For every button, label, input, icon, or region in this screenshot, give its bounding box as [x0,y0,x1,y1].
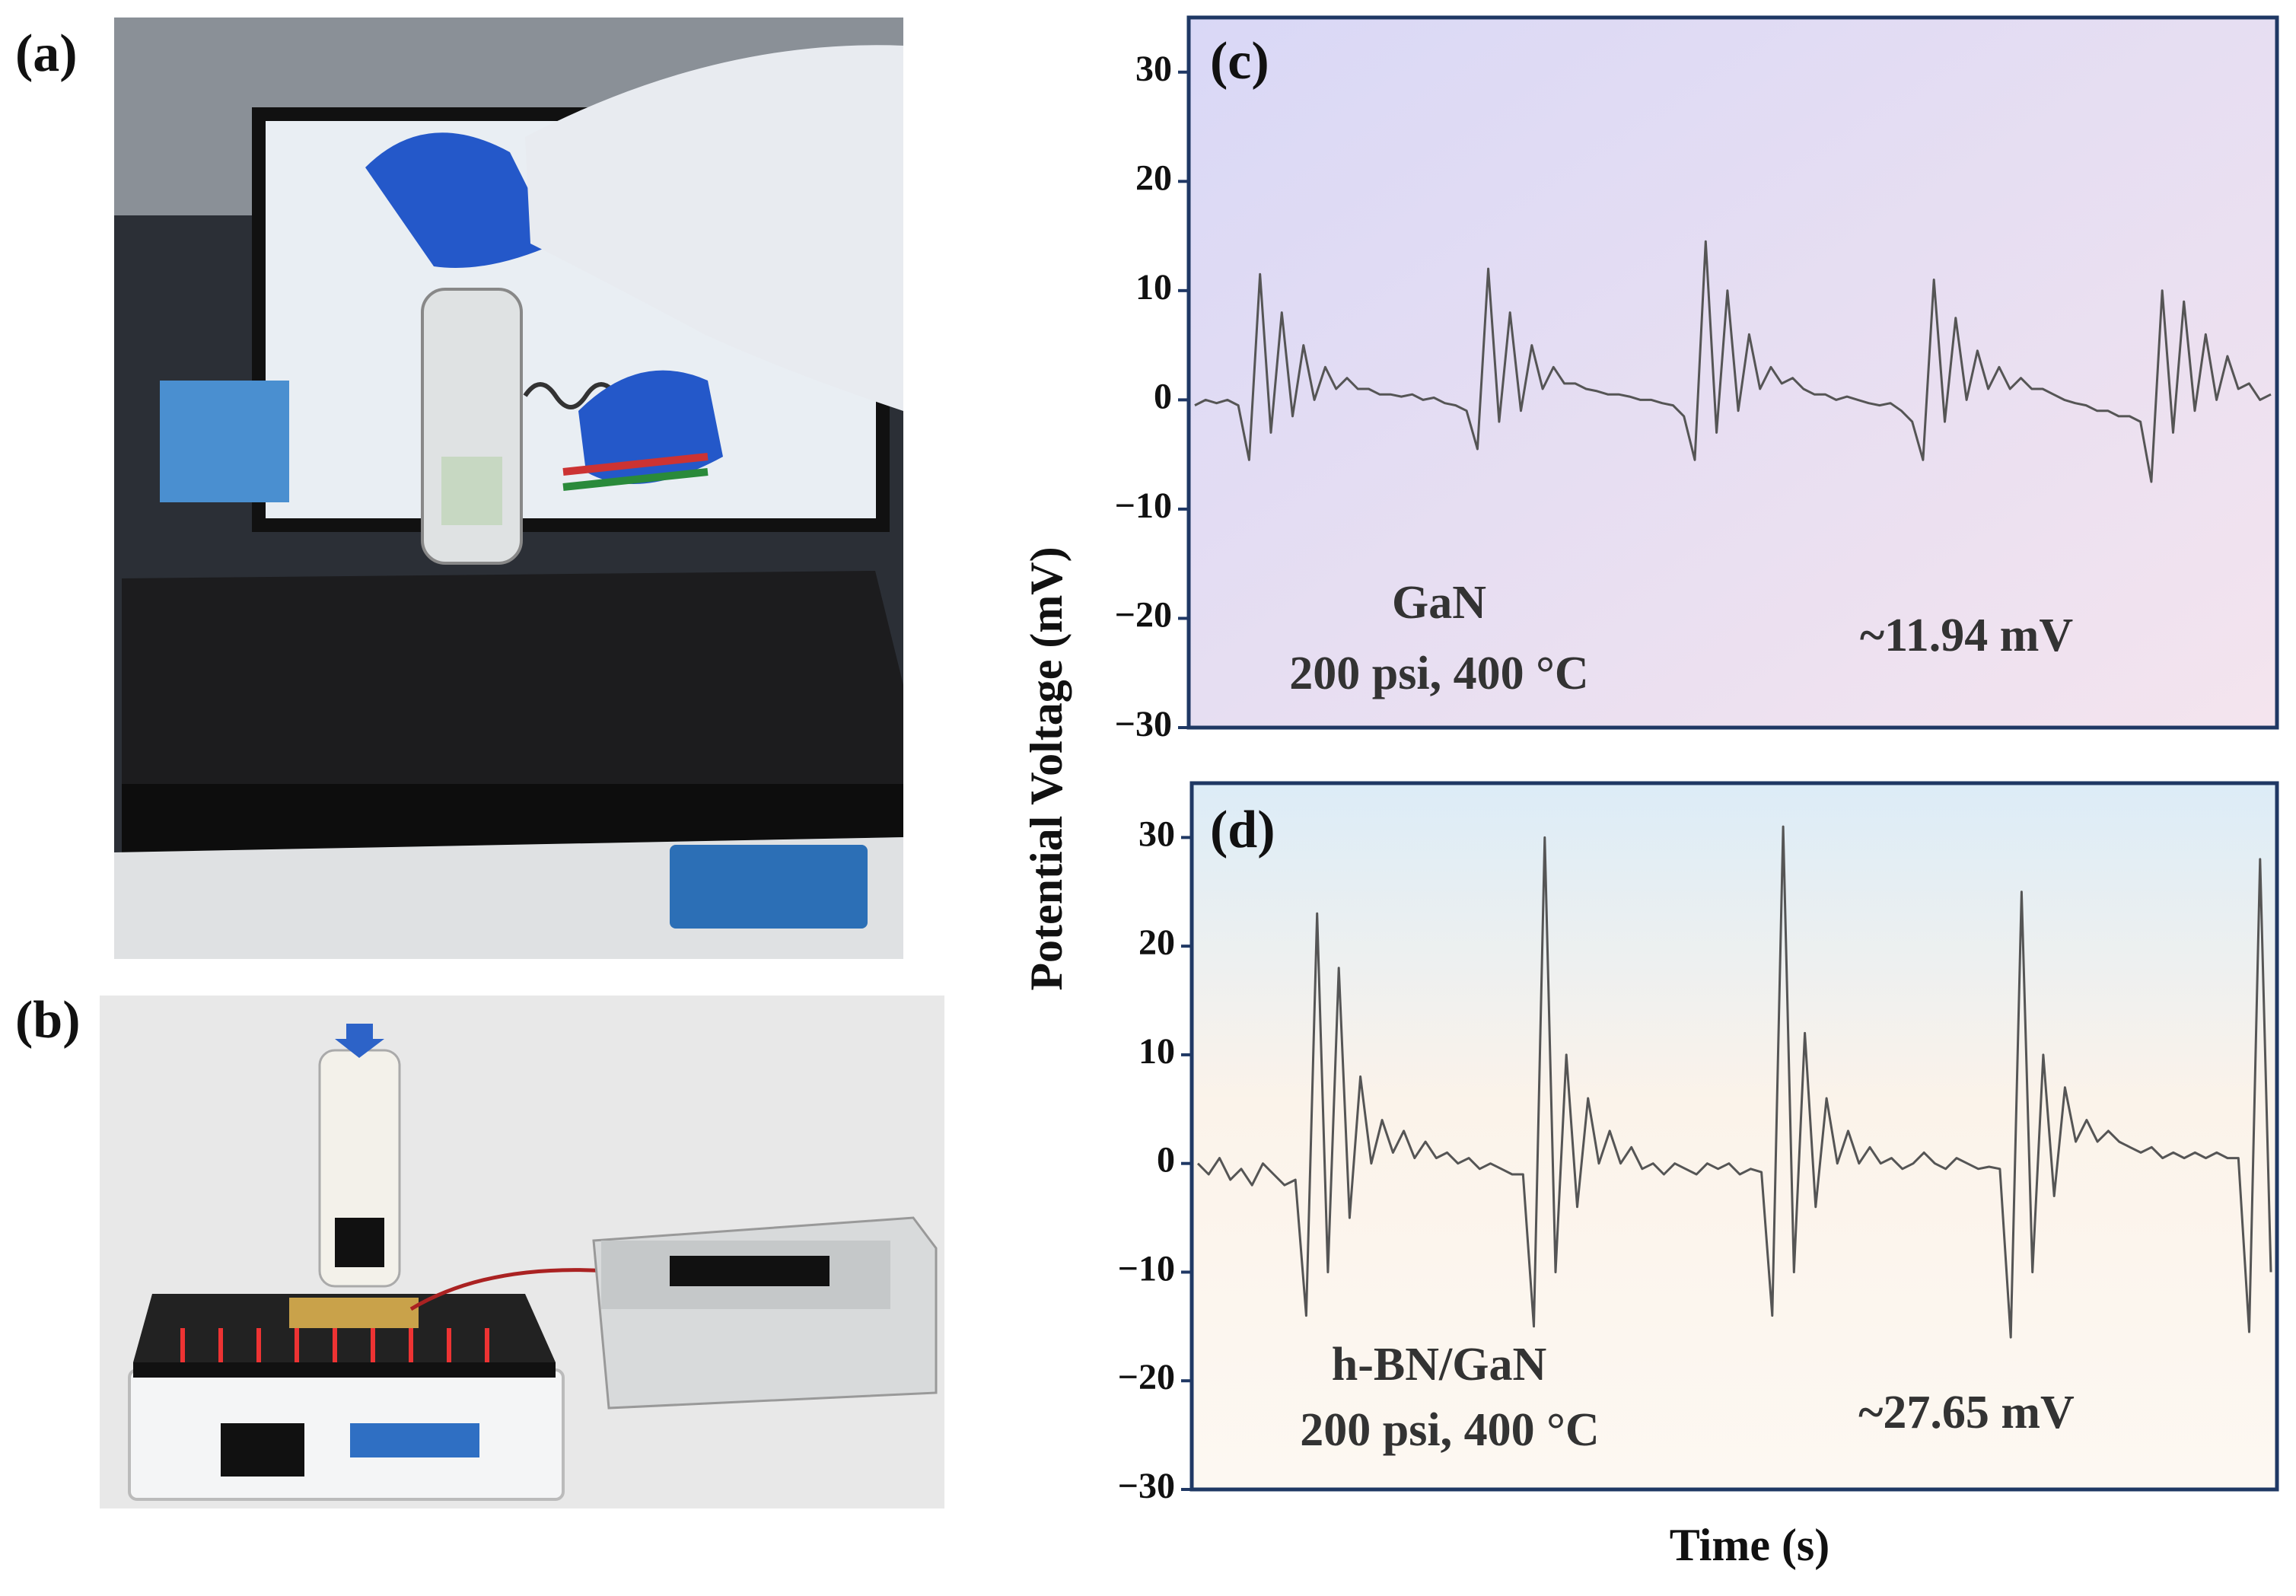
y-tick-label: 10 [1138,1031,1175,1072]
panel-label: (c) [1210,32,1269,91]
y-axis-title: Potential Voltage (mV) [1021,546,1072,990]
photo-b [100,996,944,1508]
annotation: GaN [1392,577,1486,629]
annotation: ~27.65 mV [1858,1387,2075,1438]
y-tick-label: −30 [1118,1466,1175,1506]
plot-area [1189,781,2279,1492]
data-line [1194,240,2272,483]
y-tick-label: 10 [1135,267,1172,307]
annotation: ~11.94 mV [1860,610,2073,661]
panel-label: (b) [15,991,81,1050]
y-tick-label: 30 [1135,49,1172,89]
y-tick-label: −10 [1115,486,1172,526]
y-tick-label: 30 [1138,814,1175,854]
data-line [1196,825,2272,1339]
x-axis-title: Time (s) [1670,1520,1830,1570]
annotation: h-BN/GaN [1332,1339,1546,1391]
y-tick-label: −30 [1115,704,1172,744]
y-tick-label: −10 [1118,1248,1175,1289]
y-tick-label: 0 [1157,1140,1175,1180]
y-tick-label: −20 [1115,594,1172,635]
y-tick-label: 20 [1138,922,1175,963]
plot-area [1186,15,2279,730]
annotation: 200 psi, 400 °C [1300,1404,1599,1456]
y-tick-label: 20 [1135,158,1172,198]
photo-a [114,18,903,959]
y-tick-label: 0 [1154,376,1172,416]
annotation: 200 psi, 400 °C [1289,648,1588,699]
panel-label: (d) [1210,801,1275,859]
panel-label: (a) [15,24,78,83]
y-tick-label: −20 [1118,1357,1175,1397]
